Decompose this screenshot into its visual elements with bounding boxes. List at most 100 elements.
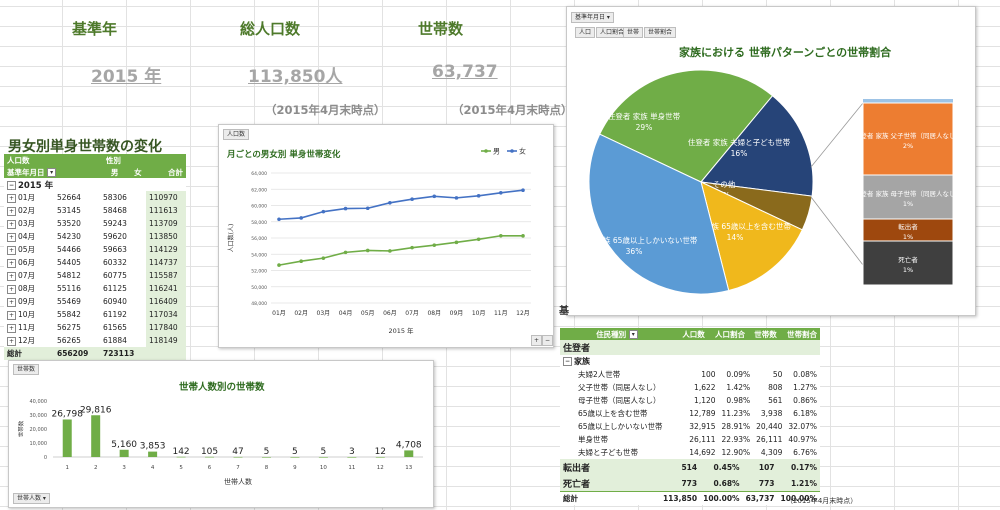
collapse-icon[interactable]: −: [563, 357, 572, 366]
pivot-row[interactable]: +03月 53520 59243 113709: [4, 217, 186, 230]
pivot-male: 55116: [57, 284, 81, 293]
bar: [347, 456, 357, 458]
pivot-month[interactable]: +01月: [7, 193, 36, 203]
resident-hdr-type[interactable]: 住民種別 ▾: [560, 328, 676, 340]
pivot-total: 118149: [146, 334, 186, 347]
bar-chart-panel[interactable]: 世帯数 世帯人数別の世帯数 0 10,000 20,000 30,000 40,000 2…: [8, 360, 434, 508]
pivot-month[interactable]: +02月: [7, 206, 36, 216]
pivot-year-row[interactable]: −2015 年: [7, 180, 54, 191]
resident-deceased-label: 死亡者: [563, 479, 591, 490]
pivot-month[interactable]: +12月: [7, 336, 36, 346]
resident-row[interactable]: 夫婦と子ども世帯 14,692 12.90% 4,309 6.76%: [560, 446, 820, 459]
expand-icon[interactable]: +: [7, 219, 16, 229]
resident-total-hhr: 100.00%: [780, 494, 817, 503]
resident-row[interactable]: 父子世帯（同居人なし） 1,622 1.42% 808 1.27%: [560, 381, 820, 394]
pivot-month[interactable]: +09月: [7, 297, 36, 307]
bar-chart-field-button[interactable]: 世帯数: [13, 364, 40, 375]
pivot-month[interactable]: +07月: [7, 271, 36, 281]
line-chart-svg: 48,000 50,000 52,000 54,000 56,000 58,000 60,0…: [227, 147, 531, 335]
expand-icon[interactable]: +: [7, 245, 16, 255]
bar-data-label: 4,708: [396, 440, 422, 450]
resident-sub-family[interactable]: − 家族: [563, 357, 590, 366]
pivot-month[interactable]: +10月: [7, 310, 36, 320]
household-size-filter[interactable]: 世帯人数 ▾: [13, 493, 50, 504]
expand-icon[interactable]: +: [7, 271, 16, 281]
filter-icon[interactable]: ▾: [47, 168, 57, 177]
expand-icon[interactable]: +: [7, 284, 16, 294]
resident-hhr: 6.76%: [793, 448, 817, 457]
pivot-row[interactable]: +11月 56275 61565 117840: [4, 321, 186, 334]
x-tick-label: 03月: [317, 310, 331, 317]
resident-row[interactable]: 65歳以上を含む世帯 12,789 11.23% 3,938 6.18%: [560, 407, 820, 420]
resident-row[interactable]: 夫婦2人世帯 100 0.09% 50 0.08%: [560, 368, 820, 381]
single-household-pivot: 人口数 性別 基準年月日 ▾ 男 女 合計 −2015 年 +01月 52664 58…: [4, 154, 186, 360]
resident-hhr: 0.86%: [793, 396, 817, 405]
breakdown-label: 住登者 家族 母子世帯（同居人なし）: [854, 189, 962, 198]
y-tick-label: 40,000: [30, 399, 48, 405]
pivot-month[interactable]: +06月: [7, 258, 36, 268]
pivot-row[interactable]: +02月 53145 58468 111613: [4, 204, 186, 217]
collapse-icon[interactable]: −: [7, 180, 16, 190]
pivot-row[interactable]: +05月 54466 59663 114129: [4, 243, 186, 256]
expand-button[interactable]: +: [531, 335, 543, 346]
pivot-row[interactable]: +07月 54812 60775 115587: [4, 269, 186, 282]
resident-moved-out-popr: 0.45%: [713, 462, 740, 472]
pivot-row[interactable]: +12月 56265 61884 118149: [4, 334, 186, 347]
resident-moved-out-label: 転出者: [563, 463, 591, 474]
pie-chart-panel[interactable]: 基準年月日 ▾ 人口 人口割合 世帯 世帯割合 家族における 世帯パターンごとの…: [566, 6, 976, 316]
kpi-base-year-value: 2015 年: [91, 67, 162, 87]
x-tick-label: 05月: [361, 310, 375, 317]
bar-data-label: 3,853: [140, 442, 166, 452]
resident-row[interactable]: 65歳以上しかいない世帯 32,915 28.91% 20,440 32.07%: [560, 420, 820, 433]
resident-label: 母子世帯（同居人なし）: [578, 396, 661, 405]
pivot-hdr-date[interactable]: 基準年月日 ▾: [4, 166, 103, 178]
pivot-row[interactable]: +10月 55842 61192 117034: [4, 308, 186, 321]
expand-icon[interactable]: +: [7, 193, 16, 203]
line-chart-panel[interactable]: 人口数 月ごとの男女別 単身世帯変化 48,000 50,000 52,000 54,…: [218, 124, 554, 348]
expand-icon[interactable]: +: [7, 258, 16, 268]
pivot-row[interactable]: +09月 55469 60940 116409: [4, 295, 186, 308]
pie-tag-households[interactable]: 世帯: [623, 27, 644, 38]
x-tick-label: 4: [151, 465, 155, 471]
pivot-month[interactable]: +04月: [7, 232, 36, 242]
pivot-male: 53145: [57, 206, 81, 215]
x-axis-title: 2015 年: [388, 326, 414, 335]
expand-icon[interactable]: +: [7, 323, 16, 333]
resident-pop: 1,622: [694, 383, 716, 392]
bar-chart-title: 世帯人数別の世帯数: [179, 382, 265, 393]
expand-icon[interactable]: +: [7, 206, 16, 216]
dropdown-icon[interactable]: ▾: [628, 330, 638, 339]
kpi-households-value: 63,737: [432, 62, 498, 82]
pivot-row[interactable]: +04月 54230 59620 113850: [4, 230, 186, 243]
pivot-female: 60940: [103, 297, 127, 306]
pivot-month[interactable]: +05月: [7, 245, 36, 255]
pie-slice-pct: 36%: [626, 247, 643, 256]
pivot-month[interactable]: +11月: [7, 323, 36, 333]
resident-hh: 3,938: [760, 409, 783, 418]
pivot-row[interactable]: +08月 55116 61125 116241: [4, 282, 186, 295]
collapse-button[interactable]: −: [542, 335, 554, 346]
breakdown-label: 住登者 家族 父子世帯（同居人なし）: [854, 131, 962, 140]
pie-tag-population[interactable]: 人口: [575, 27, 596, 38]
kpi-population-note: （2015年4月末時点）: [265, 103, 386, 117]
bar: [404, 450, 414, 457]
expand-icon[interactable]: +: [7, 297, 16, 307]
expand-icon[interactable]: +: [7, 310, 16, 320]
pivot-month[interactable]: +08月: [7, 284, 36, 294]
resident-row[interactable]: 母子世帯（同居人なし） 1,120 0.98% 561 0.86%: [560, 394, 820, 407]
pie-tag-household-ratio[interactable]: 世帯割合: [644, 27, 677, 38]
pivot-total: 117034: [146, 308, 186, 321]
resident-row[interactable]: 単身世帯 26,111 22.93% 26,111 40.97%: [560, 433, 820, 446]
pivot-month[interactable]: +03月: [7, 219, 36, 229]
pivot-female: 58306: [103, 193, 127, 202]
x-tick-label: 1: [65, 465, 69, 471]
expand-icon[interactable]: +: [7, 336, 16, 346]
data-point: [499, 233, 503, 238]
kpi-population-label: 総人口数: [240, 20, 301, 38]
line-chart-field-button[interactable]: 人口数: [223, 129, 250, 140]
expand-icon[interactable]: +: [7, 232, 16, 242]
date-filter-button[interactable]: 基準年月日 ▾: [571, 12, 614, 23]
pivot-row[interactable]: +06月 54405 60332 114737: [4, 256, 186, 269]
data-point: [299, 259, 303, 263]
pivot-row[interactable]: +01月 52664 58306 110970: [4, 191, 186, 204]
